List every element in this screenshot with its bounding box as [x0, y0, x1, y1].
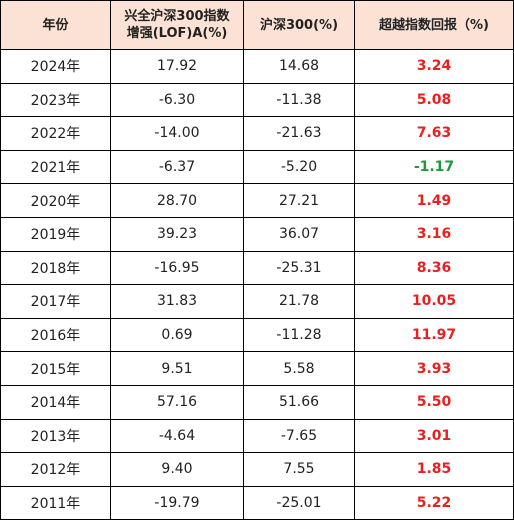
fund-return-cell: -4.64 — [110, 418, 244, 454]
excess-return-cell: 3.93 — [354, 351, 514, 386]
fund-return-cell: 9.51 — [110, 351, 244, 386]
excess-return-cell: 5.50 — [354, 384, 514, 420]
index-return-cell: -11.38 — [243, 82, 355, 118]
year-cell: 2024年 — [0, 49, 111, 84]
excess-return-cell: 5.22 — [354, 485, 514, 521]
index-return-cell: -25.01 — [243, 485, 355, 521]
fund-return-cell: 39.23 — [110, 216, 244, 252]
header-text-line: 年份 — [42, 17, 69, 33]
excess-return-cell: 5.08 — [354, 82, 514, 118]
index-return-cell: 21.78 — [243, 284, 355, 319]
index-return-cell: -7.65 — [243, 418, 355, 454]
excess-return-cell: 3.16 — [354, 216, 514, 252]
excess-return-cell: 7.63 — [354, 116, 514, 151]
header-row: 年份 兴全沪深300指数 增强(LOF)A(%) 沪深300(%) 超越指数回报（%) — [0, 0, 514, 50]
year-cell: 2018年 — [0, 250, 111, 286]
year-cell: 2020年 — [0, 183, 111, 218]
table-row: 2019年 39.23 36.07 3.16 — [0, 216, 514, 252]
index-return-cell: 36.07 — [243, 216, 355, 252]
year-cell: 2022年 — [0, 116, 111, 151]
fund-return-cell: 57.16 — [110, 384, 244, 420]
year-cell: 2012年 — [0, 452, 111, 487]
table-row: 2017年 31.83 21.78 10.05 — [0, 284, 514, 319]
excess-return-cell: 10.05 — [354, 284, 514, 319]
fund-return-cell: -6.37 — [110, 149, 244, 185]
header-text-line: 沪深300(%) — [259, 17, 339, 33]
table-row: 2023年 -6.30 -11.38 5.08 — [0, 82, 514, 118]
table-row: 2013年 -4.64 -7.65 3.01 — [0, 418, 514, 454]
year-cell: 2013年 — [0, 418, 111, 454]
excess-return-cell: -1.17 — [354, 149, 514, 185]
header-year: 年份 — [0, 0, 111, 50]
excess-return-cell: 3.24 — [354, 49, 514, 84]
table-row: 2012年 9.40 7.55 1.85 — [0, 452, 514, 487]
year-cell: 2016年 — [0, 317, 111, 353]
fund-return-cell: -6.30 — [110, 82, 244, 118]
index-return-cell: -25.31 — [243, 250, 355, 286]
table-row: 2018年 -16.95 -25.31 8.36 — [0, 250, 514, 286]
index-return-cell: 7.55 — [243, 452, 355, 487]
year-cell: 2019年 — [0, 216, 111, 252]
index-return-cell: -11.28 — [243, 317, 355, 353]
year-cell: 2014年 — [0, 384, 111, 420]
fund-return-cell: 28.70 — [110, 183, 244, 218]
index-return-cell: 27.21 — [243, 183, 355, 218]
fund-return-cell: -14.00 — [110, 116, 244, 151]
table-row: 2022年 -14.00 -21.63 7.63 — [0, 116, 514, 151]
table-row: 2024年 17.92 14.68 3.24 — [0, 49, 514, 84]
table-row: 2015年 9.51 5.58 3.93 — [0, 351, 514, 386]
header-fund-return: 兴全沪深300指数 增强(LOF)A(%) — [110, 0, 244, 50]
header-excess-return: 超越指数回报（%) — [354, 0, 514, 50]
fund-return-cell: -19.79 — [110, 485, 244, 521]
year-cell: 2011年 — [0, 485, 111, 521]
fund-return-cell: 31.83 — [110, 284, 244, 319]
table-row: 2016年 0.69 -11.28 11.97 — [0, 317, 514, 353]
fund-return-cell: -16.95 — [110, 250, 244, 286]
index-return-cell: 5.58 — [243, 351, 355, 386]
year-cell: 2017年 — [0, 284, 111, 319]
year-cell: 2023年 — [0, 82, 111, 118]
table-row: 2014年 57.16 51.66 5.50 — [0, 384, 514, 420]
excess-return-cell: 3.01 — [354, 418, 514, 454]
excess-return-cell: 11.97 — [354, 317, 514, 353]
index-return-cell: -21.63 — [243, 116, 355, 151]
fund-return-cell: 0.69 — [110, 317, 244, 353]
fund-return-cell: 9.40 — [110, 452, 244, 487]
header-index-return: 沪深300(%) — [243, 0, 355, 50]
index-return-cell: 14.68 — [243, 49, 355, 84]
excess-return-cell: 1.85 — [354, 452, 514, 487]
year-cell: 2015年 — [0, 351, 111, 386]
header-text-line: 兴全沪深300指数 — [124, 9, 230, 24]
table-row: 2011年 -19.79 -25.01 5.22 — [0, 485, 514, 521]
excess-return-cell: 1.49 — [354, 183, 514, 218]
index-return-cell: 51.66 — [243, 384, 355, 420]
year-cell: 2021年 — [0, 149, 111, 185]
table-header: 年份 兴全沪深300指数 增强(LOF)A(%) 沪深300(%) 超越指数回报（%) — [0, 0, 514, 50]
header-text-line: 超越指数回报（%) — [379, 17, 489, 33]
fund-return-cell: 17.92 — [110, 49, 244, 84]
table-row: 2020年 28.70 27.21 1.49 — [0, 183, 514, 218]
table-body: 2024年 17.92 14.68 3.24 2023年 -6.30 -11.38 5.08 2… — [0, 49, 514, 521]
header-text-line: 增强(LOF)A(%) — [126, 26, 228, 41]
excess-return-cell: 8.36 — [354, 250, 514, 286]
table-row: 2021年 -6.37 -5.20 -1.17 — [0, 149, 514, 185]
index-return-cell: -5.20 — [243, 149, 355, 185]
